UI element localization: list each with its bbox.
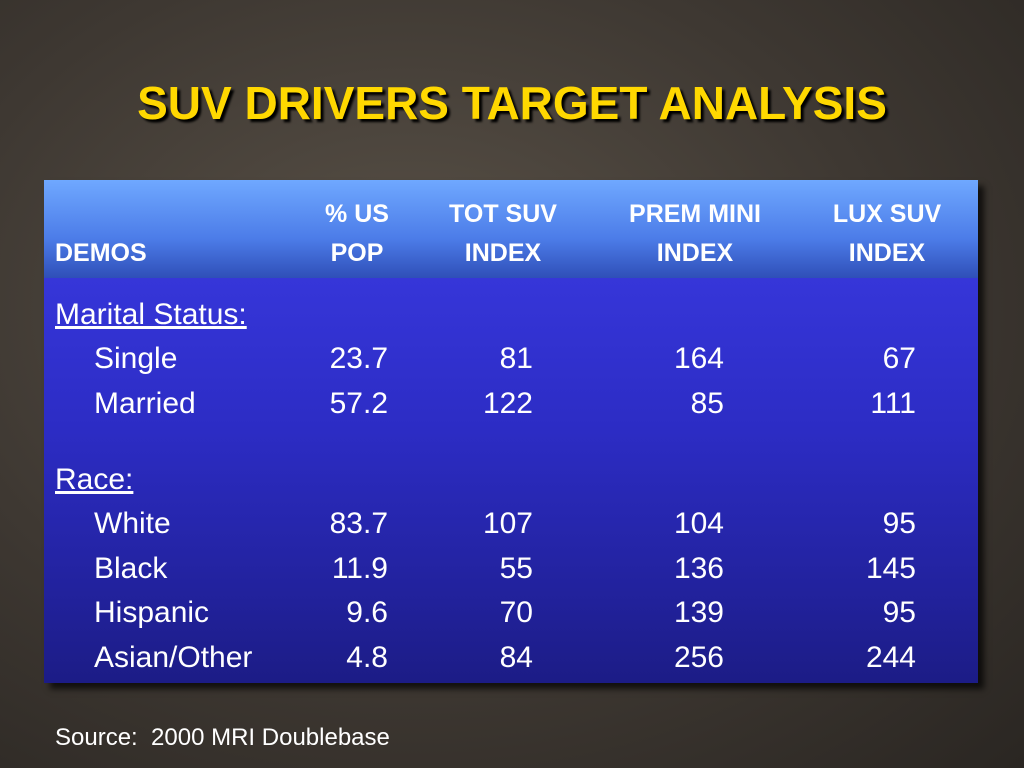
cell-value: 95	[882, 596, 916, 629]
cell-value: 84	[499, 640, 533, 674]
table: DEMOS % US POP TOT SUV INDEX PREM MINI INDEX LU…	[44, 180, 978, 683]
cell-value: 95	[882, 507, 916, 540]
column-header: INDEX	[464, 239, 542, 267]
column-header: POP	[330, 239, 384, 267]
column-header: INDEX	[848, 239, 926, 267]
cell-value: 139	[673, 596, 724, 629]
row-label: Asian/Other	[94, 640, 253, 674]
source-note: Source: 2000 MRI Doublebase	[55, 724, 390, 751]
section-label: Marital Status:	[55, 298, 247, 331]
row-label: Single	[94, 342, 178, 375]
cell-value: 145	[865, 551, 916, 585]
column-header: LUX SUV	[832, 200, 942, 228]
cell-value: 70	[499, 596, 533, 629]
column-header: % US	[325, 200, 389, 228]
cell-value: 122	[482, 386, 533, 420]
cell-value: 164	[673, 342, 724, 375]
row-label: Black	[94, 551, 168, 585]
cell-value: 23.7	[329, 342, 388, 375]
cell-value: 9.6	[346, 596, 388, 629]
cell-value: 244	[865, 640, 916, 674]
row-label: Married	[94, 386, 196, 420]
cell-value: 11.9	[331, 551, 388, 585]
cell-value: 4.8	[346, 640, 388, 674]
row-label: Hispanic	[94, 596, 210, 629]
column-header: PREM MINI	[629, 200, 761, 228]
cell-value: 81	[499, 342, 533, 375]
cell-value: 83.7	[329, 507, 388, 540]
cell-value: 256	[673, 640, 724, 674]
column-header: TOT SUV	[449, 200, 557, 228]
cell-value: 67	[882, 342, 916, 375]
column-header: DEMOS	[55, 239, 147, 267]
cell-value: 104	[673, 507, 724, 540]
slide-title: SUV DRIVERS TARGET ANALYSIS	[137, 77, 887, 129]
cell-value: 136	[673, 551, 724, 585]
cell-value: 111	[870, 386, 916, 420]
cell-value: 55	[499, 551, 533, 585]
column-header: INDEX	[656, 239, 734, 267]
section-label: Race:	[55, 463, 134, 496]
cell-value: 85	[690, 386, 724, 420]
row-label: White	[94, 507, 171, 540]
cell-value: 107	[482, 507, 533, 540]
table-header	[44, 180, 978, 278]
cell-value: 57.2	[329, 386, 388, 420]
